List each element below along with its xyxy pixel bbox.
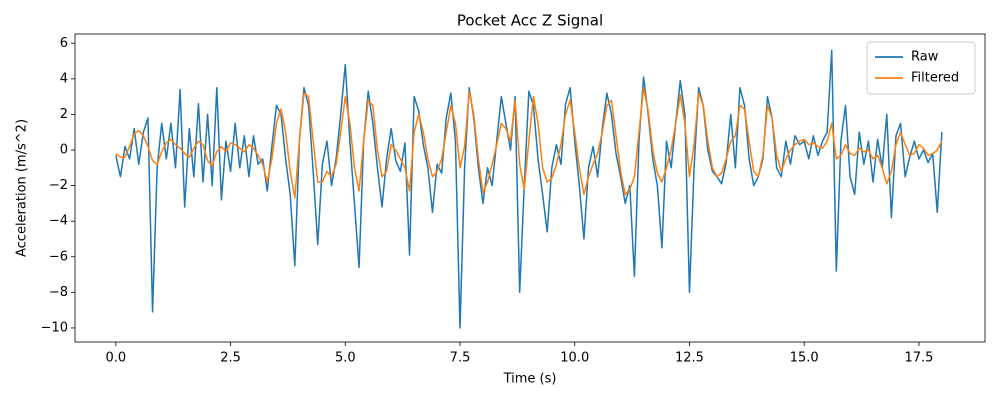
y-tick-label: 0 bbox=[60, 143, 68, 158]
y-tick-label: −6 bbox=[49, 249, 68, 264]
legend-label: Raw bbox=[911, 50, 939, 65]
x-tick-label: 7.5 bbox=[450, 351, 471, 366]
y-tick-label: −2 bbox=[49, 178, 68, 193]
legend-box bbox=[866, 41, 976, 95]
x-tick-label: 17.5 bbox=[904, 351, 933, 366]
data-line bbox=[115, 86, 943, 199]
x-axis-label: Time (s) bbox=[503, 372, 557, 387]
x-tick-label: 2.5 bbox=[220, 351, 241, 366]
data-line bbox=[115, 49, 943, 329]
y-tick-label: 6 bbox=[60, 36, 68, 51]
y-tick-label: −8 bbox=[49, 285, 68, 300]
legend-label: Filtered bbox=[911, 71, 959, 86]
x-tick-label: 12.5 bbox=[675, 351, 704, 366]
y-tick-label: −10 bbox=[41, 320, 68, 335]
x-tick-label: 0.0 bbox=[105, 351, 126, 366]
x-tick-label: 10.0 bbox=[560, 351, 589, 366]
y-tick-label: 4 bbox=[60, 71, 68, 86]
chart-title: Pocket Acc Z Signal bbox=[457, 12, 603, 30]
plot-frame bbox=[74, 33, 986, 343]
y-tick-label: −4 bbox=[49, 214, 68, 229]
x-tick-label: 15.0 bbox=[790, 351, 819, 366]
y-tick-label: 2 bbox=[60, 107, 68, 122]
y-axis-label: Acceleration (m/s^2) bbox=[15, 119, 30, 257]
x-tick-label: 5.0 bbox=[335, 351, 356, 366]
